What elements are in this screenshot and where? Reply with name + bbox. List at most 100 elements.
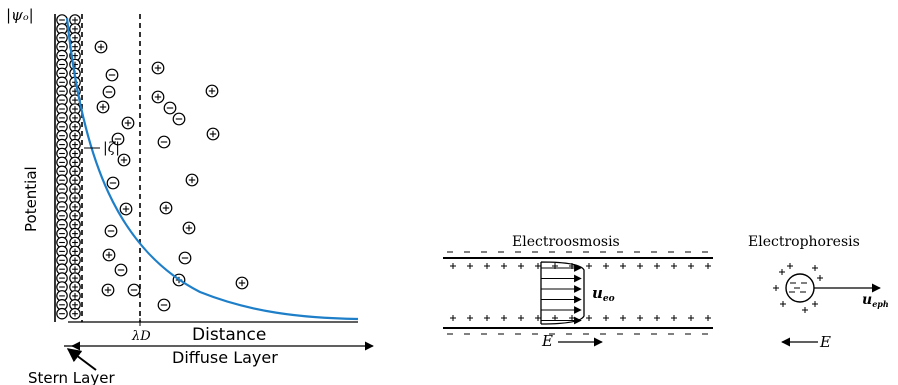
plus-charge (484, 315, 490, 321)
negative-wall-ion (56, 236, 68, 249)
diffuse-negative-ion (157, 298, 171, 312)
diffuse-positive-ion (235, 276, 249, 290)
diffuse-negative-ion (114, 263, 128, 277)
stern-layer-pointer (66, 348, 97, 371)
diffuse-positive-ion (94, 40, 108, 54)
electroosmosis-panel: Electroosmosis ueo E (443, 234, 713, 350)
plus-charge (654, 263, 660, 269)
negative-wall-ion (56, 76, 68, 89)
plus-charge (484, 263, 490, 269)
negative-wall-ion (56, 307, 68, 320)
plus-charge (467, 263, 473, 269)
plus-charge (773, 285, 779, 291)
plus-charge (637, 315, 643, 321)
diffuse-positive-ion (117, 153, 131, 167)
stern-layer-label: Stern Layer (28, 369, 115, 385)
negative-wall-ion (56, 129, 68, 142)
diffuse-positive-ion (96, 100, 110, 114)
negative-wall-ion (56, 156, 68, 169)
plus-charge (802, 307, 808, 313)
plus-charge (467, 315, 473, 321)
negative-wall-ion (56, 174, 68, 186)
plus-charge (688, 315, 694, 321)
plus-charge (586, 263, 592, 269)
negative-wall-ion (56, 245, 68, 258)
plus-charge (812, 265, 818, 271)
particle-charges (773, 263, 823, 313)
diffuse-negative-ion (106, 176, 120, 190)
eo-field-label: E (541, 332, 553, 350)
diffuse-positive-ion (182, 221, 196, 235)
plus-charge (518, 263, 524, 269)
diffuse-positive-ion (119, 202, 133, 216)
plus-charge (637, 263, 643, 269)
electroosmosis-title: Electroosmosis (512, 234, 620, 250)
diffuse-positive-ion (205, 84, 219, 98)
negative-wall-ion (56, 201, 68, 213)
plus-charge (603, 315, 609, 321)
plus-charge (654, 315, 660, 321)
channel-wall-charges (447, 251, 711, 335)
diffuse-negative-ion (163, 101, 177, 115)
stern-positive-ion (69, 201, 81, 213)
diffuse-positive-ion (206, 127, 220, 141)
diffuse-positive-ion (159, 201, 173, 215)
plus-charge (705, 263, 711, 269)
negative-wall-ion (56, 40, 68, 53)
stern-positive-ion (69, 14, 81, 26)
plus-charge (620, 315, 626, 321)
ep-velocity-label: ueph (862, 292, 889, 309)
plus-charge (812, 301, 818, 307)
debye-length-label: λD (131, 329, 151, 344)
stern-positive-ion (69, 192, 81, 204)
negative-wall-ion (56, 94, 68, 106)
negative-wall-ion (56, 227, 68, 240)
electrophoresis-panel: Electrophoresis ueph E (748, 234, 889, 351)
diffuse-negative-ion (105, 68, 119, 82)
negative-wall-ion (56, 67, 68, 80)
plus-charge (787, 263, 793, 269)
diffuse-layer-ions (94, 40, 249, 312)
plus-charge (671, 263, 677, 269)
zeta-label: |ζ| (103, 140, 120, 156)
plus-charge (501, 263, 507, 269)
diffuse-negative-ion (178, 251, 192, 265)
psi-label: |ψₒ| (6, 6, 34, 24)
electrophoresis-title: Electrophoresis (748, 234, 860, 250)
potential-curve (65, 17, 359, 321)
plug-flow-profile (540, 261, 585, 325)
diffuse-positive-ion (185, 173, 199, 187)
distance-label: Distance (192, 325, 266, 345)
diffuse-negative-ion (157, 135, 171, 149)
plus-charge (450, 263, 456, 269)
wall-negative-charges (56, 14, 68, 320)
plus-charge (501, 315, 507, 321)
flow-velocity-arrows (541, 264, 582, 325)
plus-charge (779, 269, 785, 275)
diffuse-negative-ion (127, 283, 141, 297)
plus-charge (603, 263, 609, 269)
diffuse-positive-ion (151, 90, 165, 104)
plus-charge (535, 263, 541, 269)
negative-wall-ion (56, 218, 68, 231)
plus-charge (620, 263, 626, 269)
potential-axis-label: Potential (22, 166, 40, 232)
plus-charge (535, 315, 541, 321)
ep-field-label: E (819, 333, 831, 351)
stern-positive-ion (69, 218, 81, 231)
plus-charge (780, 301, 786, 307)
edl-panel: |ψₒ| |ζ| Potential λD Distance Diffuse L… (6, 6, 374, 385)
plus-charge (450, 315, 456, 321)
stern-positive-ion (69, 183, 81, 195)
diffuse-layer-label: Diffuse Layer (172, 348, 278, 367)
diffuse-positive-ion (102, 248, 116, 262)
diffuse-positive-ion (151, 61, 165, 75)
diffuse-positive-ion (101, 283, 115, 297)
diffuse-positive-ion (121, 116, 135, 130)
plus-charge (586, 315, 592, 321)
plus-charge (518, 315, 524, 321)
plus-charge (671, 315, 677, 321)
diffuse-negative-ion (102, 85, 116, 99)
diffuse-negative-ion (104, 224, 118, 238)
